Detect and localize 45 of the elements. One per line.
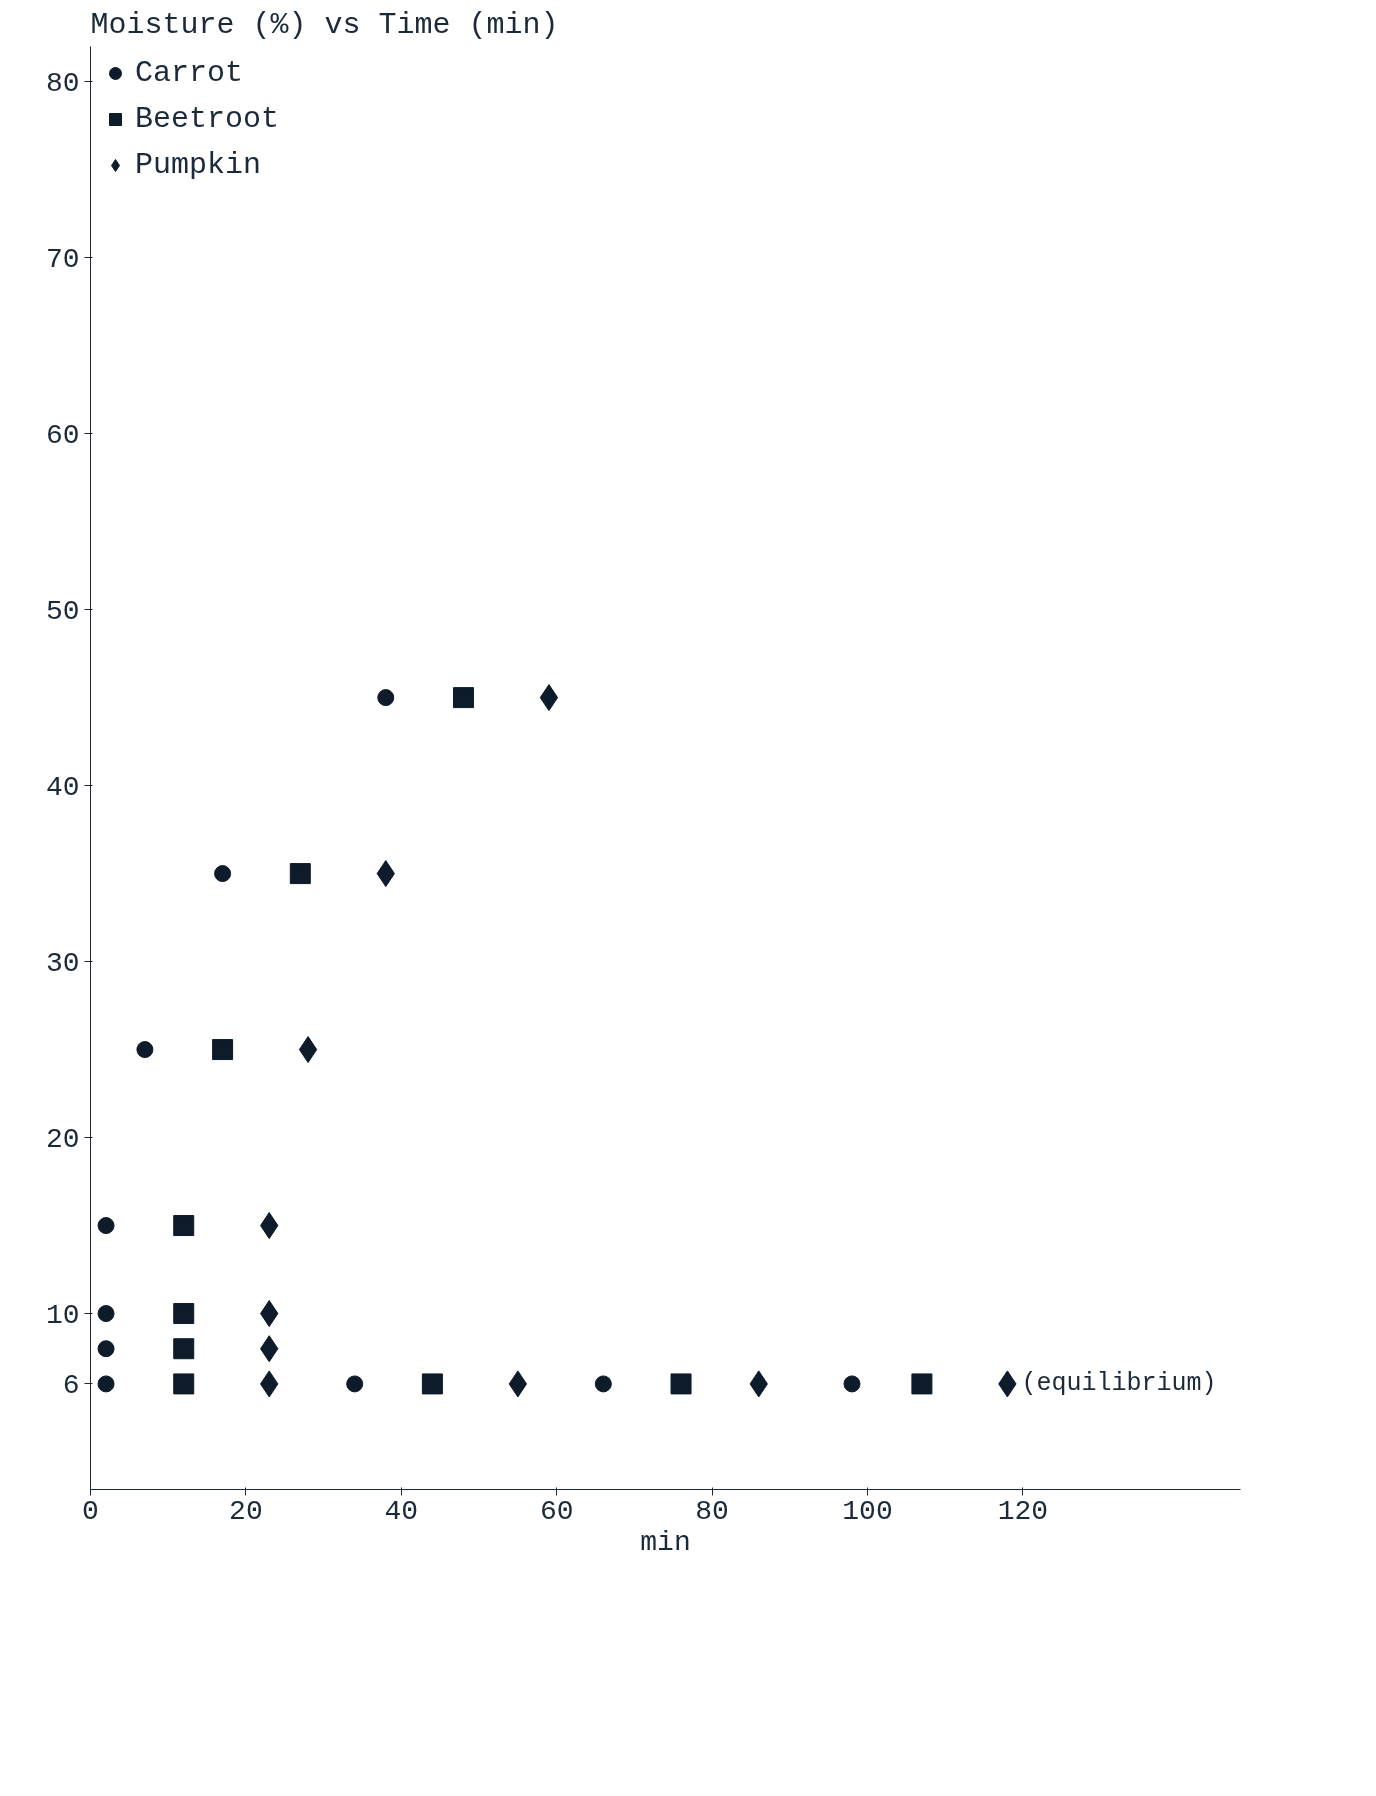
point <box>670 1373 692 1395</box>
x-tick-label: 20 <box>229 1495 263 1527</box>
y-tick-label: 6 <box>62 1369 80 1401</box>
point <box>594 1375 612 1393</box>
point <box>173 1373 195 1395</box>
point <box>97 1305 115 1323</box>
point <box>843 1375 861 1393</box>
y-tick-label: 50 <box>45 595 80 627</box>
point <box>97 1375 115 1393</box>
y-tick-label: 10 <box>45 1299 80 1331</box>
point <box>377 689 395 707</box>
y-tick-label: 30 <box>45 947 80 979</box>
y-tick-label: 20 <box>45 1123 80 1155</box>
point <box>911 1373 933 1395</box>
legend-label: Beetroot <box>135 102 280 136</box>
x-tick-label: 100 <box>842 1495 893 1527</box>
annotation: (equilibrium) <box>1021 1369 1217 1399</box>
point <box>173 1303 195 1325</box>
point <box>508 1370 528 1398</box>
point <box>421 1373 443 1395</box>
legend-label: Pumpkin <box>135 148 262 182</box>
point <box>97 1340 115 1358</box>
point <box>214 865 232 883</box>
y-tick-label: 80 <box>45 67 80 99</box>
y-tick-label: 40 <box>45 771 80 803</box>
point <box>346 1375 364 1393</box>
point <box>136 1041 154 1059</box>
y-tick-label: 60 <box>45 419 80 451</box>
y-tick-label: 70 <box>45 243 80 275</box>
point <box>212 1039 234 1061</box>
x-tick-label: 60 <box>539 1495 574 1527</box>
point <box>539 684 559 712</box>
point <box>298 1036 318 1064</box>
point <box>173 1338 195 1360</box>
legend-label: Carrot <box>135 56 244 90</box>
point <box>97 1217 115 1235</box>
point <box>452 687 474 709</box>
chart-title: Moisture (%) vs Time (min) <box>90 7 559 42</box>
point <box>289 863 311 885</box>
x-tick-label: 120 <box>997 1495 1049 1527</box>
x-tick-label: 40 <box>384 1495 419 1527</box>
x-axis-title: min <box>640 1526 691 1558</box>
x-tick-label: 80 <box>695 1495 729 1527</box>
point <box>173 1215 195 1237</box>
x-tick-label: 0 <box>82 1495 99 1527</box>
